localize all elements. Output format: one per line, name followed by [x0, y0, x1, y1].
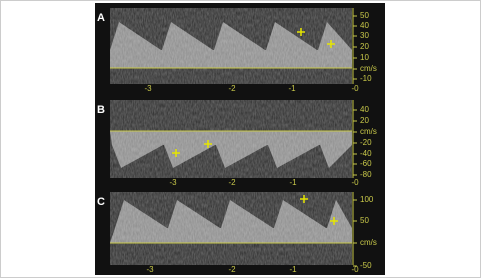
y-tick-label: 50 [360, 216, 369, 225]
y-tick-label: 10 [360, 53, 369, 62]
panel-label: A [97, 12, 105, 24]
speckle [110, 8, 352, 84]
panel-label: B [97, 104, 105, 116]
caliper-marker [327, 40, 335, 48]
caliper-marker [300, 195, 308, 203]
x-tick-label: -0 [351, 265, 359, 274]
x-tick-label: -2 [228, 178, 236, 187]
y-tick-label: cm/s [360, 238, 377, 247]
x-tick-label: -2 [228, 84, 236, 93]
y-tick-label: 20 [360, 42, 369, 51]
y-tick-label: -40 [360, 149, 372, 158]
y-tick-label: -60 [360, 159, 372, 168]
y-tick-label: 100 [360, 195, 374, 204]
y-tick-label: 40 [360, 21, 369, 30]
caliper-marker [330, 217, 338, 225]
y-tick-label: 30 [360, 31, 369, 40]
speckle [110, 100, 352, 178]
y-tick-label: cm/s [360, 127, 377, 136]
x-tick-label: -2 [228, 265, 236, 274]
y-tick-label: 50 [360, 11, 369, 20]
y-tick-label: 40 [360, 105, 369, 114]
x-tick-label: -1 [288, 84, 296, 93]
x-tick-label: -1 [289, 265, 297, 274]
x-tick-label: -3 [146, 265, 154, 274]
speckle [110, 192, 352, 265]
y-tick-label: -50 [360, 261, 372, 270]
x-tick-label: -0 [351, 84, 359, 93]
x-tick-label: -0 [351, 178, 359, 187]
y-tick-label: 20 [360, 116, 369, 125]
y-tick-label: -80 [360, 170, 372, 179]
caliper-marker [204, 140, 212, 148]
y-tick-label: -10 [360, 74, 372, 83]
caliper-marker [172, 149, 180, 157]
x-tick-label: -3 [169, 178, 177, 187]
caliper-marker [297, 28, 305, 36]
panel-label: C [97, 196, 105, 208]
x-tick-label: -3 [144, 84, 152, 93]
x-tick-label: -1 [289, 178, 297, 187]
y-tick-label: -20 [360, 138, 372, 147]
y-tick-label: cm/s [360, 64, 377, 73]
